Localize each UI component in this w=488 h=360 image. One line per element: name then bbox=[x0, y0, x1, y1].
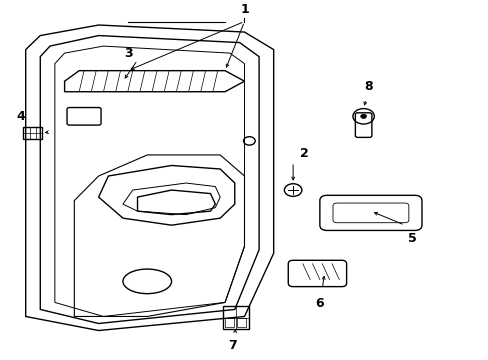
Text: 3: 3 bbox=[124, 46, 132, 60]
Text: 2: 2 bbox=[300, 147, 308, 160]
Text: 4: 4 bbox=[16, 110, 25, 123]
Text: 6: 6 bbox=[315, 297, 324, 310]
Text: 5: 5 bbox=[407, 232, 416, 245]
Text: 7: 7 bbox=[227, 339, 236, 352]
Text: 8: 8 bbox=[364, 81, 372, 94]
Text: 1: 1 bbox=[240, 3, 248, 16]
Circle shape bbox=[360, 114, 366, 118]
